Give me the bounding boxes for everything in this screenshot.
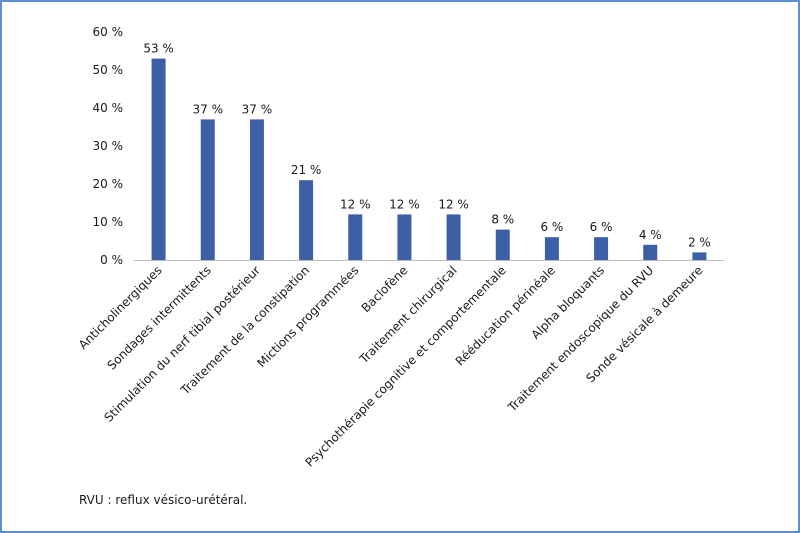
data-label: 12 % <box>340 197 371 211</box>
bar <box>446 214 461 260</box>
data-label: 8 % <box>491 213 514 227</box>
bar <box>200 119 215 261</box>
bar <box>544 237 559 260</box>
y-tick-label: 40 % <box>93 101 124 115</box>
data-label: 12 % <box>389 197 420 211</box>
bar <box>348 214 363 260</box>
y-tick-label: 60 % <box>93 25 124 39</box>
data-label: 6 % <box>540 220 563 234</box>
y-axis-ticks: 0 % 10 % 20 % 30 % 40 % 50 % 60 % <box>93 25 124 267</box>
bar-chart: 0 % 10 % 20 % 30 % 40 % 50 % 60 % 53 % 37 % 37 %… <box>76 25 724 470</box>
data-label: 37 % <box>193 102 224 116</box>
category-label: Mictions programmées <box>254 263 361 370</box>
y-tick-label: 10 % <box>93 215 124 229</box>
bar <box>692 252 707 260</box>
y-tick-label: 0 % <box>100 253 123 267</box>
bars <box>151 58 707 261</box>
bar <box>495 229 510 260</box>
footnote: RVU : reflux vésico-urétéral. <box>79 493 248 507</box>
bar <box>249 119 264 261</box>
data-label: 53 % <box>143 42 174 56</box>
data-label: 37 % <box>242 102 273 116</box>
data-labels: 53 % 37 % 37 % 21 % 12 % 12 % 12 % 8 % 6 % 6 % 4 %… <box>143 42 711 250</box>
bar <box>151 58 166 260</box>
bar <box>643 244 658 260</box>
data-label: 21 % <box>291 163 322 177</box>
data-label: 4 % <box>639 228 662 242</box>
bar <box>299 180 314 260</box>
category-label: Rééducation périnéale <box>453 263 558 368</box>
data-label: 2 % <box>688 235 711 249</box>
y-tick-label: 50 % <box>93 63 124 77</box>
data-label: 12 % <box>438 197 469 211</box>
category-label: Baclofène <box>359 263 411 315</box>
y-tick-label: 20 % <box>93 177 124 191</box>
y-tick-label: 30 % <box>93 139 124 153</box>
bar <box>397 214 412 260</box>
category-label: Traitement chirurgical <box>356 263 460 367</box>
data-label: 6 % <box>590 220 613 234</box>
bar <box>594 237 609 260</box>
category-label: Anticholinergiques <box>76 263 165 352</box>
